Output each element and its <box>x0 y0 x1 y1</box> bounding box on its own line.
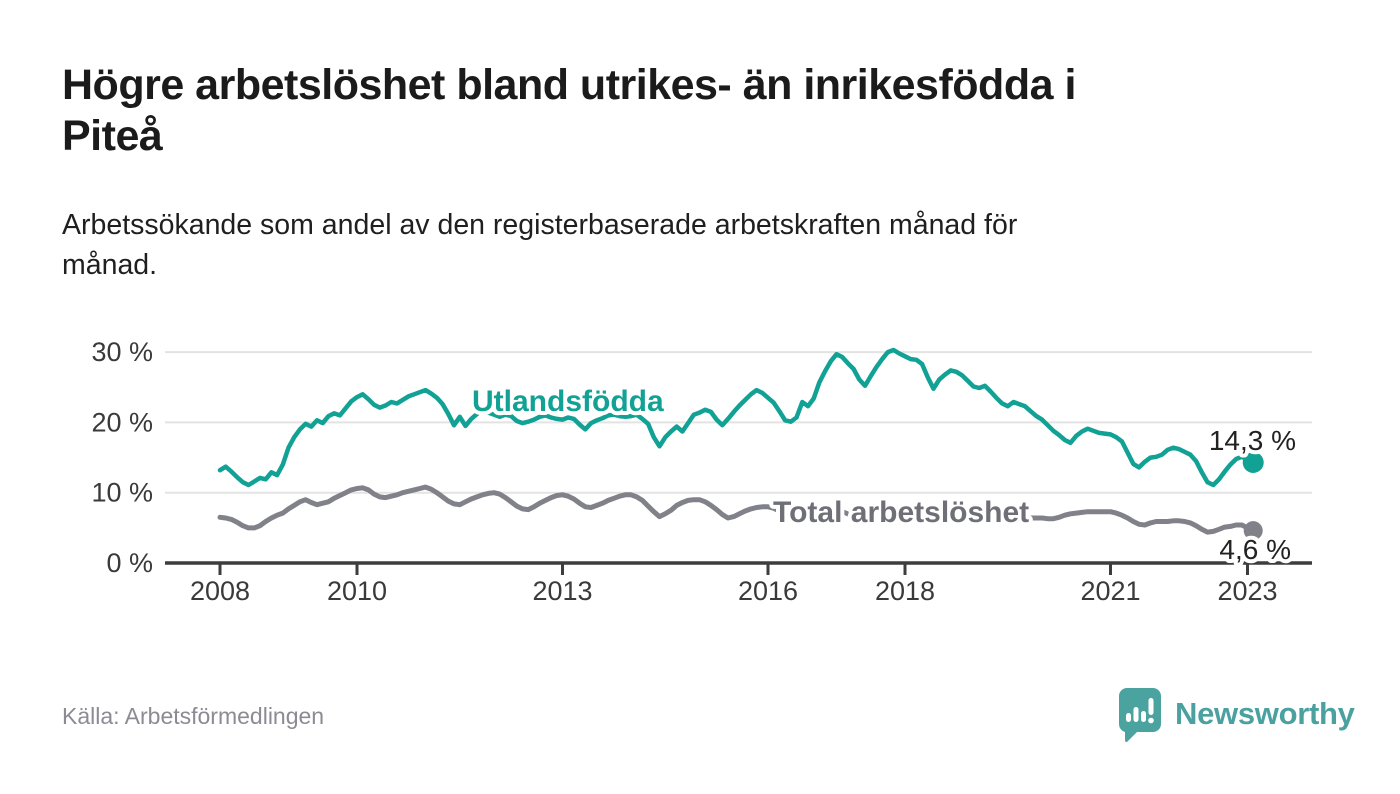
end-dot-total <box>1243 521 1263 541</box>
brand-wordmark: Newsworthy <box>1175 696 1355 731</box>
x-tick-label-2013: 2013 <box>532 576 592 606</box>
exclamation-bar <box>1148 698 1154 715</box>
x-tick-label-2010: 2010 <box>327 576 387 606</box>
title-line-2: Piteå <box>62 111 163 160</box>
source-attribution: Källa: Arbetsförmedlingen <box>62 703 325 729</box>
subtitle-line-2: månad. <box>62 249 158 282</box>
x-tick-label-2016: 2016 <box>738 576 798 606</box>
y-tick-label-0: 0 % <box>106 548 153 578</box>
brand-lockup: Newsworthy <box>1115 686 1355 742</box>
y-tick-label-10: 10 % <box>91 478 153 508</box>
bar-1 <box>1126 713 1131 722</box>
bar-3 <box>1141 711 1146 722</box>
series-line-total <box>217 484 1256 535</box>
y-tick-label-20: 20 % <box>91 407 153 437</box>
end-value-label-total: 4,6 % <box>1219 534 1291 565</box>
subtitle-line-1: Arbetssökande som andel av den registerb… <box>62 209 1018 241</box>
x-tick-label-2008: 2008 <box>190 576 250 606</box>
series-label-foreign: Utlandsfödda <box>472 385 664 418</box>
line-chart: Total arbetslöshet Utlandsfödda 2008 2010 20… <box>0 330 1400 612</box>
end-value-label-foreign: 14,3 % <box>1209 425 1296 456</box>
x-tick-label-2023: 2023 <box>1217 576 1277 606</box>
chart-subtitle: Arbetssökande som andel av den registerb… <box>62 205 1362 286</box>
newsworthy-logo-icon <box>1118 688 1161 742</box>
end-dot-foreign <box>1242 451 1264 473</box>
exclamation-dot <box>1148 717 1154 724</box>
y-tick-label-30: 30 % <box>91 337 153 367</box>
title-line-1: Högre arbetslöshet bland utrikes- än inr… <box>62 61 1076 109</box>
unemployment-line-chart: Total arbetslöshet Utlandsfödda 2008 2010 20… <box>91 337 1312 606</box>
series-label-total: Total arbetslöshet <box>773 496 1029 529</box>
page-title: Högre arbetslöshet bland utrikes- än inr… <box>62 60 1362 161</box>
speech-bubble-shape <box>1118 688 1161 742</box>
x-tick-label-2018: 2018 <box>875 576 935 606</box>
bar-2 <box>1133 707 1139 722</box>
series-line-foreign <box>217 347 1256 488</box>
x-tick-label-2021: 2021 <box>1080 576 1140 606</box>
